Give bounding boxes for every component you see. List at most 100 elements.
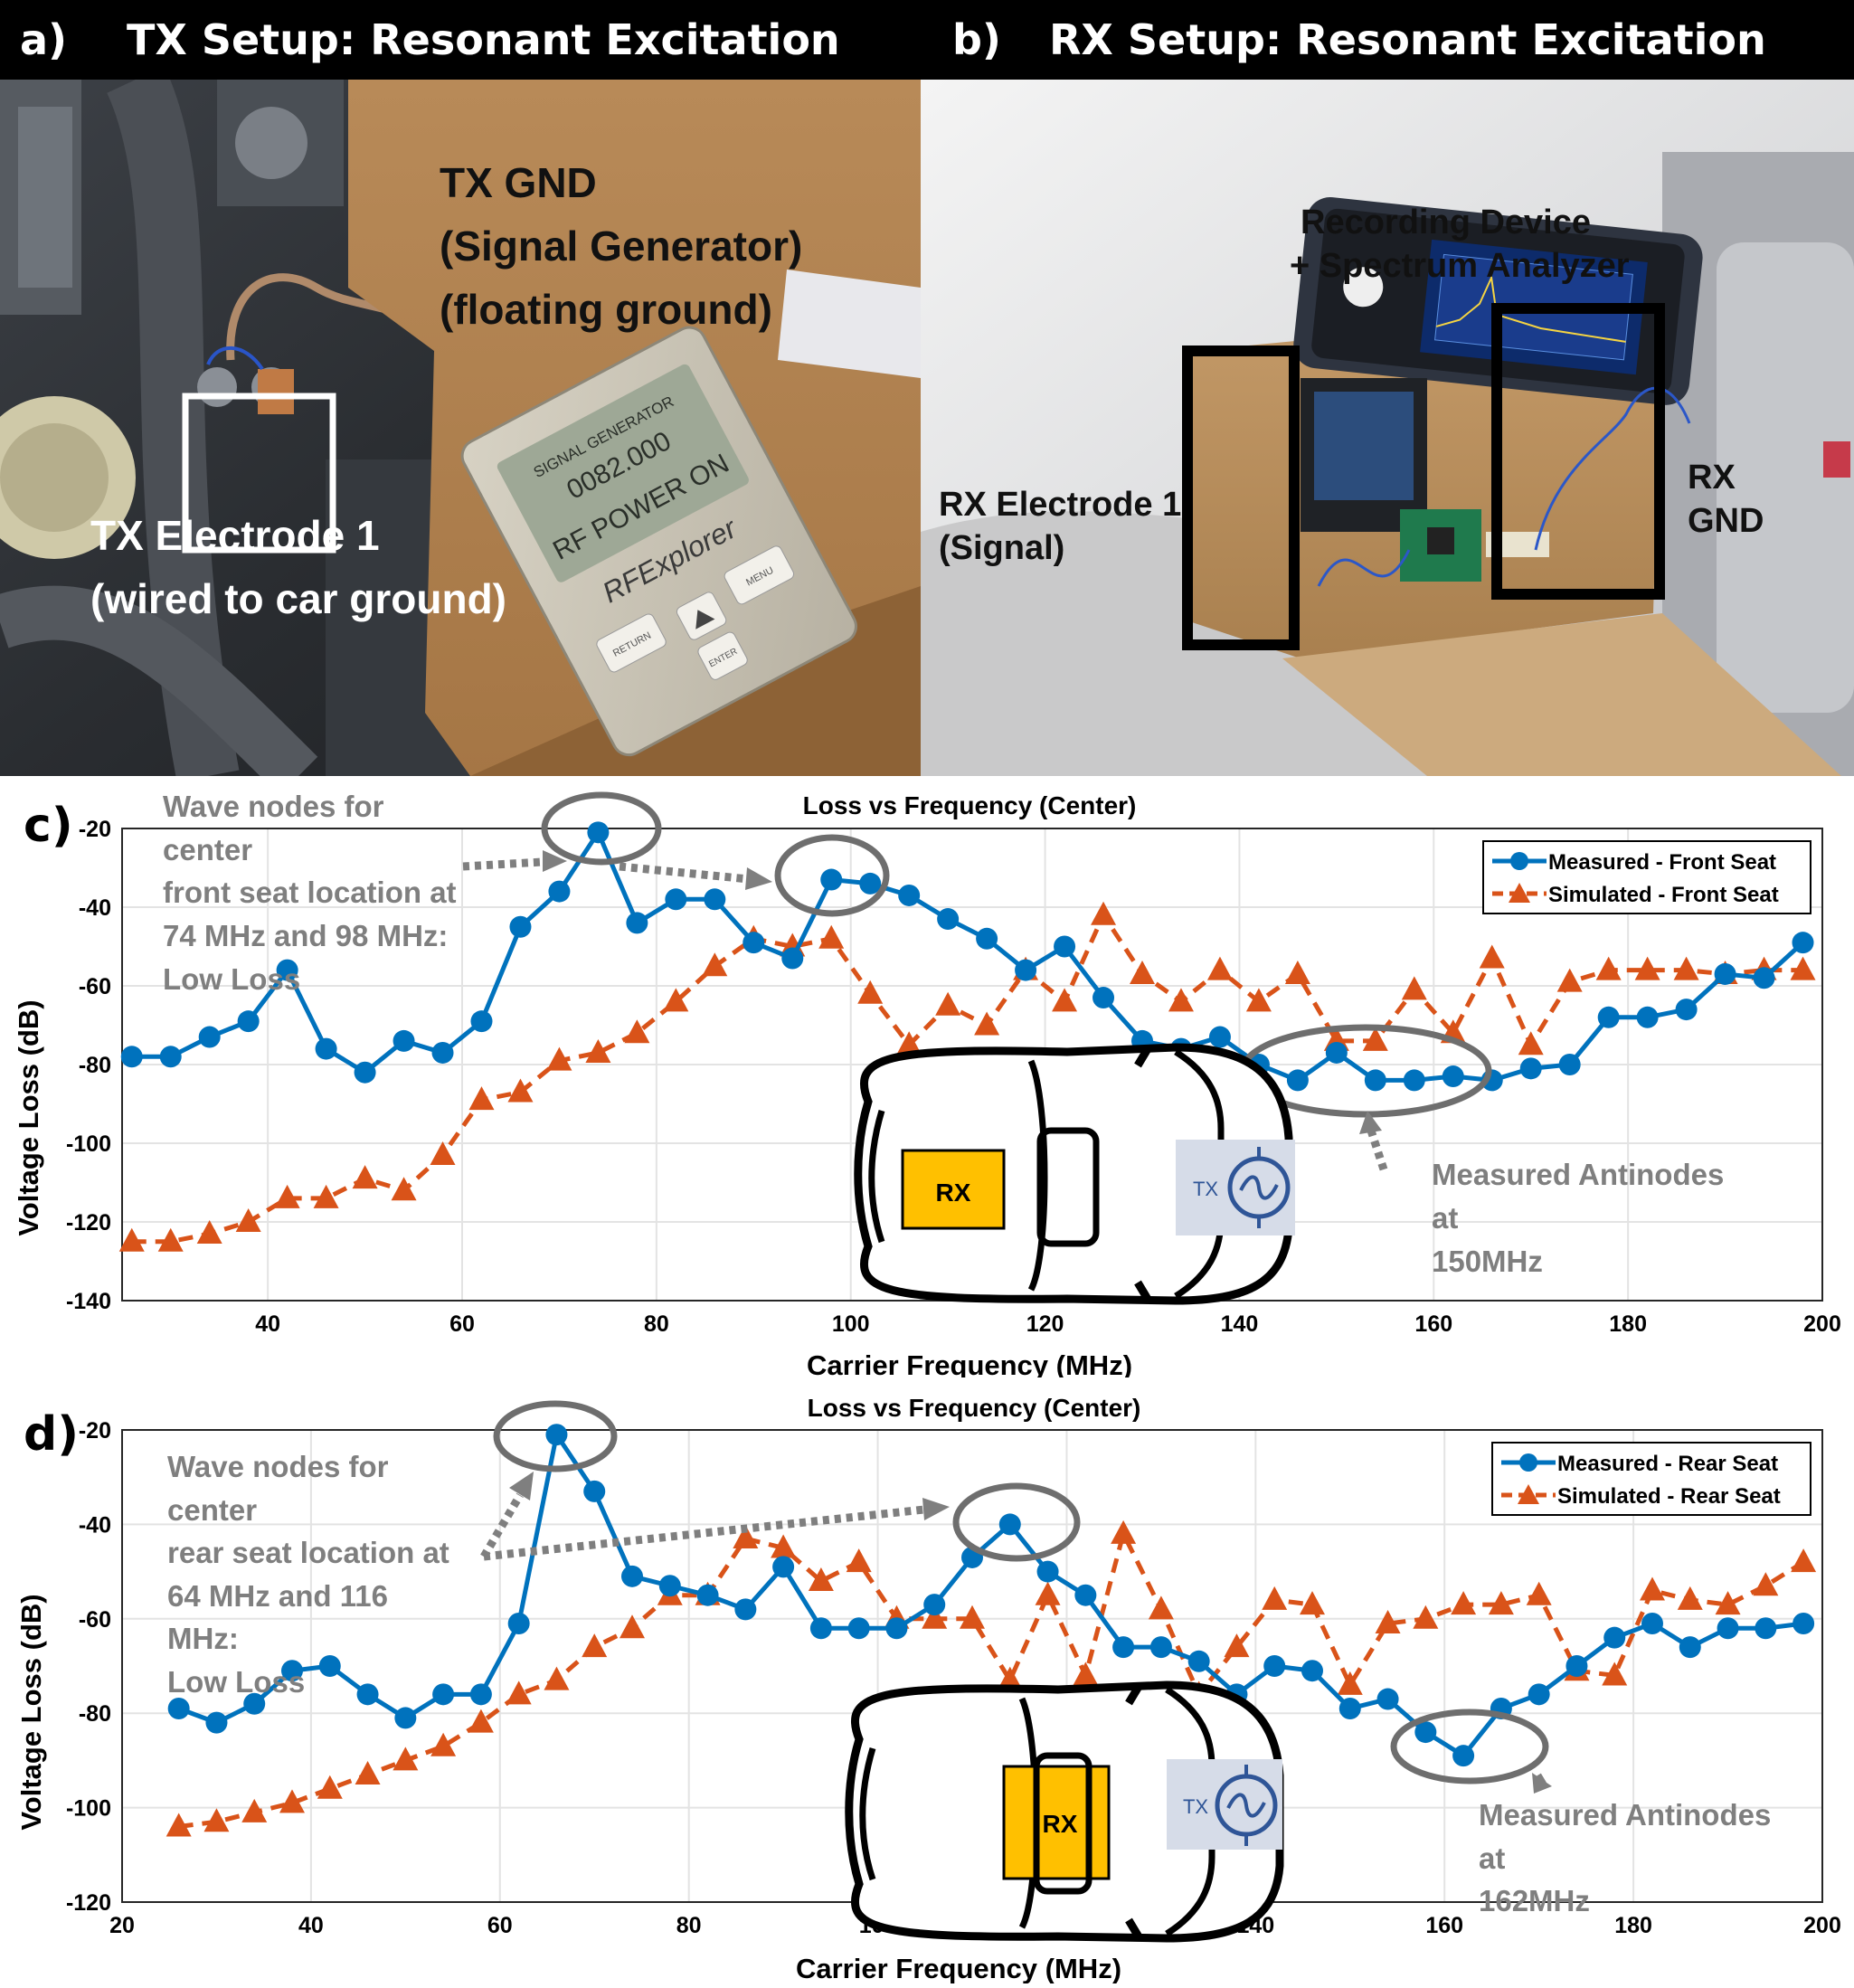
recording-device-label-1: Recording Device [1301,204,1591,241]
measured-point [394,1707,417,1729]
simulated-point [393,1747,419,1771]
simulated-point [624,1019,650,1044]
recording-device-label-2: + Spectrum Analyzer [1290,247,1630,285]
measured-point [696,1584,719,1606]
simulated-point [1526,1581,1552,1605]
simulated-point [1262,1586,1288,1610]
measured-point [507,1613,530,1635]
simulated-point [974,1011,1000,1036]
tx-gnd-label-1: TX GND [440,159,597,206]
simulated-point [582,1633,608,1658]
measured-point [548,880,571,903]
measured-point [587,821,610,844]
simulated-point [1168,988,1194,1012]
simulated-point [1206,956,1233,980]
simulated-point [235,1208,261,1232]
panel-b-letter: b) [952,15,1001,64]
simulated-point [1413,1605,1439,1629]
panel-a-header: a) TX Setup: Resonant Excitation [0,0,921,80]
panel-b-photo: Recording Device + Spectrum Analyzer RX … [921,80,1854,776]
simulated-point [846,1548,872,1573]
simulated-point [702,952,728,977]
measured-point [237,1010,260,1033]
y-tick-label: -80 [79,1053,111,1078]
legend-circle-marker [1519,1453,1537,1472]
x-tick-label: 200 [1803,1913,1841,1938]
simulated-point [352,1165,378,1189]
tx-gnd-label-2: (Signal Generator) [440,222,802,270]
chart-d-ylabel: Voltage Loss (dB) [15,1594,47,1830]
arrow-head-icon [1532,1773,1552,1794]
panel-c: 40 60 80 100 120 140 160 180 200 -20 -40 -60 -80 -100… [0,776,1854,1381]
arrow-head-icon [922,1498,950,1520]
simulated-point [1602,1661,1628,1686]
measured-point [885,1617,908,1640]
simulated-point [317,1775,343,1799]
simulated-point [196,1220,222,1245]
simulated-point [663,988,689,1012]
measured-point [809,1617,832,1640]
node-annotation-line-6: Low Loss [167,1665,305,1699]
rx-electrode-highlight [1182,346,1300,650]
x-tick-label: 40 [298,1913,324,1938]
measured-point [509,915,532,938]
measured-point [820,868,843,891]
measured-point [1149,1636,1172,1659]
simulated-point [1148,1595,1174,1620]
car-top-view-c: RX TX [854,1043,1295,1305]
simulated-point [1245,988,1272,1012]
measured-point [1263,1655,1286,1677]
simulated-point [1451,1591,1477,1615]
measured-point [1679,1636,1701,1659]
node-annotation-line-4: 64 MHz and 116 [167,1579,388,1613]
measured-point [976,927,998,950]
node-annotation-line-1: Wave nodes for [163,790,384,823]
simulated-point [355,1761,381,1785]
simulated-point [118,1227,145,1252]
measured-point [1753,967,1775,989]
measured-point [1714,962,1736,985]
car-c-rx-label: RX [936,1179,971,1207]
antinode-annotation-line-2: at [1432,1201,1458,1235]
rx-setup-photo: Recording Device + Spectrum Analyzer RX … [921,80,1854,776]
simulated-point [1791,1548,1817,1573]
y-tick-label: -140 [66,1289,111,1314]
legend-simulated-label: Simulated - Front Seat [1548,883,1779,907]
antinode-ellipse-162mhz [1390,1709,1549,1784]
measured-point [1675,999,1698,1021]
simulated-point [1518,1031,1544,1056]
y-tick-label: -40 [79,1512,111,1538]
simulated-point [241,1798,268,1822]
measured-point [583,1480,606,1502]
measured-point [318,1655,341,1677]
simulated-point [808,1567,834,1592]
simulated-point [391,1177,417,1201]
measured-point [159,1046,182,1068]
measured-point [1208,1026,1231,1048]
measured-point [1565,1655,1588,1677]
simulated-point [1640,1576,1665,1601]
x-tick-label: 180 [1614,1913,1652,1938]
node-circle-74mhz [541,791,662,866]
measured-point [1793,1613,1815,1635]
device-return-key [596,613,667,673]
legend-circle-marker [1510,852,1528,870]
tx-electrode-highlight [182,393,336,554]
device-menu-key [724,545,795,605]
simulated-point [157,1227,184,1252]
chart-c-xlabel: Carrier Frequency (MHz) [807,1349,1132,1377]
measured-point [772,1556,795,1578]
measured-point [1112,1636,1135,1659]
measured-point [1054,935,1076,958]
measured-point [734,1598,757,1621]
measured-point [393,1029,415,1052]
measured-point [1597,1006,1620,1028]
simulated-point [960,1605,985,1629]
antinode-annotation-line-1: Measured Antinodes [1432,1158,1724,1191]
simulated-point [166,1813,192,1837]
measured-point [1452,1745,1475,1767]
simulated-point [1790,956,1816,980]
chart-d-rear-seat: 20406080100120140160180200-20-40-60-80-1… [15,1394,1841,1984]
panel-b-header: b) RX Setup: Resonant Excitation [921,0,1854,80]
simulated-point [733,1525,759,1549]
